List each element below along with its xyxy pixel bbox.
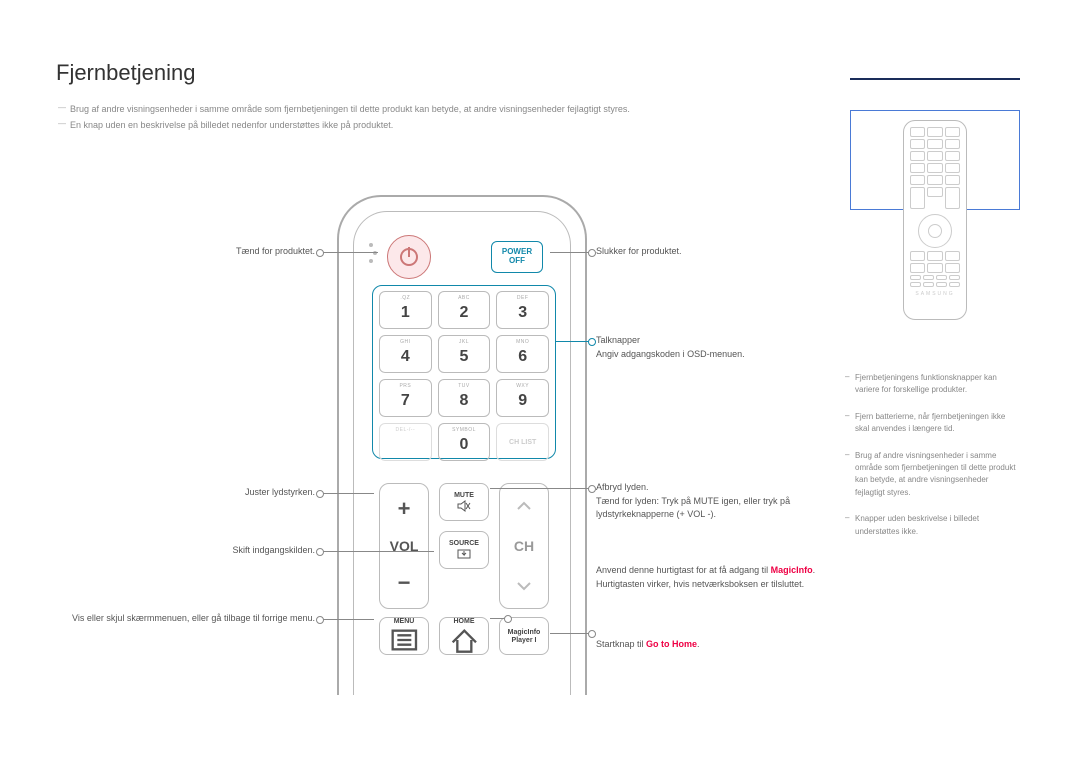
ch-down-icon (516, 578, 532, 594)
lead (320, 252, 378, 253)
power-button[interactable] (387, 235, 431, 279)
lead (490, 488, 592, 489)
lead (320, 551, 434, 552)
page-title: Fjernbetjening (56, 60, 1020, 86)
lead (550, 633, 592, 634)
ch-up-icon (516, 498, 532, 514)
side-note: Fjern batterierne, når fjernbetjeningen … (845, 411, 1020, 436)
keypad-button[interactable]: DEF3 (496, 291, 549, 329)
callout-power-on: Tænd for produktet. (60, 245, 315, 259)
channel-rocker[interactable]: CH (499, 483, 549, 609)
callout-menu: Vis eller skjul skærmmenuen, eller gå ti… (60, 612, 315, 626)
keypad-button[interactable]: JKL5 (438, 335, 491, 373)
mini-remote: SAMSUNG (903, 120, 967, 320)
keypad-button[interactable]: GHI4 (379, 335, 432, 373)
callout-numpad: Talknapper Angiv adgangskoden i OSD-menu… (596, 334, 836, 361)
magicinfo-top: MagicInfo (508, 629, 541, 636)
keypad-button[interactable]: SYMBOL0 (438, 423, 491, 461)
keypad-button[interactable]: MNO6 (496, 335, 549, 373)
keypad-button[interactable]: CH LIST (496, 423, 549, 461)
vol-up-icon: + (398, 498, 411, 520)
number-pad: .QZ1ABC2DEF3 GHI4JKL5MNO6 PRS7TUV8WXY9 DEL-… (379, 291, 549, 461)
lead (550, 252, 592, 253)
mini-lower-grid (910, 251, 960, 273)
ir-leds (369, 243, 377, 263)
mute-label: MUTE (454, 492, 474, 499)
power-off-bot: OFF (509, 257, 525, 266)
power-icon (400, 248, 418, 266)
remote-outline: POWER OFF .QZ1ABC2DEF3 GHI4JKL5MNO6 PRS7TU… (337, 195, 587, 695)
callout-source: Skift indgangskilden. (60, 544, 315, 558)
lead (490, 618, 508, 619)
side-note: Knapper uden beskrivelse i billedet unde… (845, 513, 1020, 538)
source-icon (457, 548, 471, 560)
menu-label: MENU (394, 618, 415, 625)
ch-label: CH (514, 538, 534, 554)
lead (556, 341, 592, 342)
callout-power-off: Slukker for produktet. (596, 245, 836, 259)
keypad-button[interactable]: .QZ1 (379, 291, 432, 329)
callout-magicinfo: Anvend denne hurtigtast for at få adgang… (596, 564, 846, 591)
callout-home: Startknap til Go to Home. (596, 638, 846, 652)
lead (320, 619, 374, 620)
home-icon (448, 626, 481, 654)
source-label: SOURCE (449, 540, 479, 547)
keypad-button[interactable]: WXY9 (496, 379, 549, 417)
callout-volume: Juster lydstyrken. (60, 486, 315, 500)
side-note: Brug af andre visningsenheder i samme om… (845, 450, 1020, 500)
lead (320, 493, 374, 494)
side-note: Fjernbetjeningens funktionsknapper kan v… (845, 372, 1020, 397)
keypad-button[interactable]: ABC2 (438, 291, 491, 329)
mute-button[interactable]: MUTE (439, 483, 489, 521)
source-button[interactable]: SOURCE (439, 531, 489, 569)
keypad-button[interactable]: DEL-/-- (379, 423, 432, 461)
magicinfo-bot: Player I (512, 637, 537, 644)
mini-dpad (918, 214, 952, 248)
menu-button[interactable]: MENU (379, 617, 429, 655)
side-notes: Fjernbetjeningens funktionsknapper kan v… (845, 372, 1020, 552)
volume-rocker[interactable]: + VOL − (379, 483, 429, 609)
vol-down-icon: − (398, 572, 411, 594)
keypad-button[interactable]: PRS7 (379, 379, 432, 417)
mute-icon (457, 500, 471, 512)
menu-icon (388, 626, 421, 654)
top-rule (850, 78, 1020, 80)
mini-grid (910, 127, 960, 209)
mini-brand: SAMSUNG (910, 291, 960, 297)
callout-mute: Afbryd lyden. Tænd for lyden: Tryk på MU… (596, 481, 846, 522)
home-button[interactable]: HOME (439, 617, 489, 655)
mini-remote-box: SAMSUNG (850, 110, 1020, 330)
home-label: HOME (454, 618, 475, 625)
keypad-button[interactable]: TUV8 (438, 379, 491, 417)
power-off-button[interactable]: POWER OFF (491, 241, 543, 273)
